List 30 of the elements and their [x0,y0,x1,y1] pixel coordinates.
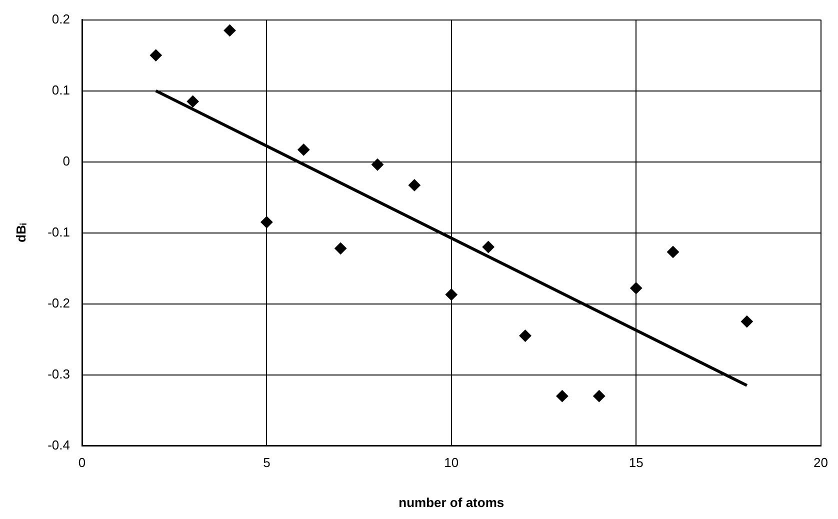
x-tick-label: 0 [78,455,86,470]
y-tick-label: -0.3 [48,366,70,382]
y-tick-label: 0.1 [52,82,70,98]
point [740,316,753,328]
point [372,158,384,171]
point [482,241,494,253]
point [667,246,680,258]
y-tick-label: 0.2 [52,11,70,26]
x-axis-title: number of atoms [398,494,504,510]
point [150,49,162,62]
y-tick-label: 0 [62,153,70,168]
x-tick-label: 20 [814,455,828,470]
x-tick-label: 10 [444,455,459,470]
point [445,288,458,301]
point [519,330,532,342]
y-axis-title: dBᵢ [13,223,28,242]
point [593,390,606,402]
point [298,144,310,156]
point [224,24,236,36]
y-tick-label: -0.1 [48,224,70,240]
point [408,179,420,192]
y-tick-label: -0.2 [48,295,70,310]
x-tick-label: 5 [263,455,270,470]
point [334,242,347,254]
y-tick-label: -0.4 [48,437,70,452]
point [630,282,642,294]
x-tick-label: 15 [628,455,644,470]
point [556,390,568,402]
point [260,216,273,228]
point [186,95,199,108]
